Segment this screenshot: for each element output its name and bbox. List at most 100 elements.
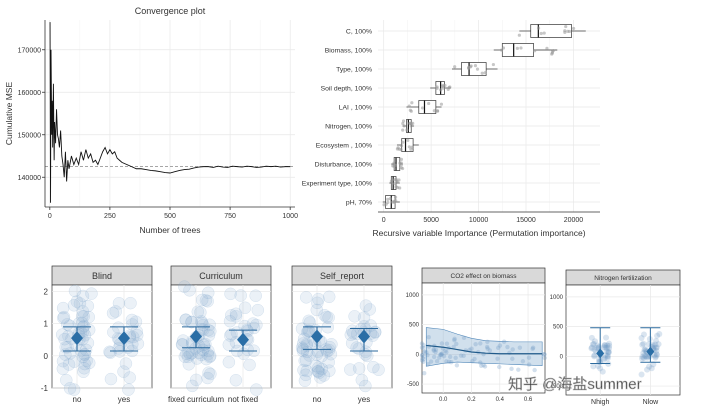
data-point [433, 349, 438, 355]
data-point [181, 350, 195, 364]
data-point [601, 342, 608, 349]
data-point [194, 306, 207, 319]
data-point [77, 361, 91, 375]
data-point [646, 363, 653, 370]
data-point [229, 310, 243, 323]
x-category-label: fixed curriculum [168, 395, 224, 404]
data-point [250, 383, 263, 396]
data-point [422, 371, 427, 376]
data-point [251, 303, 265, 317]
data-point [591, 353, 598, 360]
data-point [204, 367, 217, 381]
data-point [421, 345, 426, 351]
data-point [588, 344, 595, 351]
x-tick-label: 0.4 [496, 397, 505, 403]
data-point [183, 348, 197, 361]
data-point [178, 350, 192, 363]
y-tick-label: 2 [44, 287, 49, 296]
data-point [602, 344, 609, 351]
data-point [435, 85, 439, 89]
data-point [238, 319, 251, 333]
data-point [604, 355, 611, 362]
confidence-band [425, 327, 543, 367]
data-point [517, 33, 521, 37]
data-point [345, 336, 359, 350]
data-point [515, 46, 520, 50]
data-point [234, 289, 247, 302]
data-point [250, 318, 263, 332]
data-point [448, 85, 452, 89]
data-point [478, 360, 483, 365]
data-point [106, 306, 120, 320]
category-label: Nitrogen, 100% [325, 124, 372, 131]
data-point [312, 292, 325, 306]
data-point [484, 344, 490, 350]
data-point [176, 334, 190, 347]
data-point [368, 326, 382, 339]
data-point [644, 353, 651, 360]
data-point [447, 354, 453, 360]
data-point [653, 351, 660, 358]
data-point [348, 310, 361, 323]
data-point [122, 383, 135, 396]
x-tick-label: 0.6 [524, 397, 533, 403]
data-point [439, 102, 444, 106]
data-point [454, 341, 459, 347]
facet-title: Curriculum [199, 271, 243, 281]
data-point [117, 365, 130, 378]
data-point [409, 124, 413, 128]
data-point [202, 329, 216, 342]
data-point [297, 363, 310, 377]
data-point [594, 342, 601, 349]
y-axis-label: Cumulative MSE [4, 82, 14, 146]
data-point [322, 355, 335, 369]
data-point [604, 352, 611, 359]
data-point [435, 109, 440, 113]
data-point [438, 352, 443, 358]
data-point [591, 346, 598, 353]
data-point [653, 347, 660, 354]
y-tick-label: 170000 [18, 47, 41, 54]
data-point [440, 84, 445, 89]
data-point [397, 178, 401, 182]
data-point [300, 364, 314, 378]
data-point [313, 366, 326, 379]
data-point [247, 321, 261, 335]
data-point [129, 315, 143, 329]
data-point [179, 313, 192, 326]
category-label: pH, 70% [346, 200, 372, 207]
data-point [481, 362, 486, 368]
data-point [192, 346, 206, 359]
data-point [82, 310, 96, 324]
data-point [509, 366, 514, 372]
data-point [302, 325, 315, 338]
data-point [597, 365, 604, 372]
data-point [639, 353, 646, 360]
data-point [344, 363, 357, 376]
data-point [439, 341, 445, 346]
y-tick-label: 500 [553, 325, 564, 331]
data-point [551, 48, 555, 53]
data-point [588, 334, 595, 341]
data-point [653, 344, 660, 351]
data-point [126, 318, 139, 331]
data-point [80, 354, 93, 368]
data-point [601, 355, 608, 362]
category-label: LAI , 100% [339, 105, 372, 112]
data-point [103, 345, 116, 359]
data-point [199, 294, 213, 307]
data-point [401, 119, 406, 123]
data-point [446, 359, 452, 364]
data-point [421, 359, 426, 365]
convergence-plot: 0 250 500 750 1000 140000 150000 160000 170000 Co… [4, 6, 298, 235]
data-point [640, 340, 647, 347]
data-point [395, 185, 400, 190]
data-point [410, 145, 414, 149]
category-label: Ecosystem , 100% [316, 143, 372, 150]
y-tick-label: -500 [551, 384, 564, 390]
data-point [419, 345, 425, 350]
data-point [542, 355, 547, 361]
data-point [409, 109, 413, 113]
data-point [229, 373, 243, 387]
